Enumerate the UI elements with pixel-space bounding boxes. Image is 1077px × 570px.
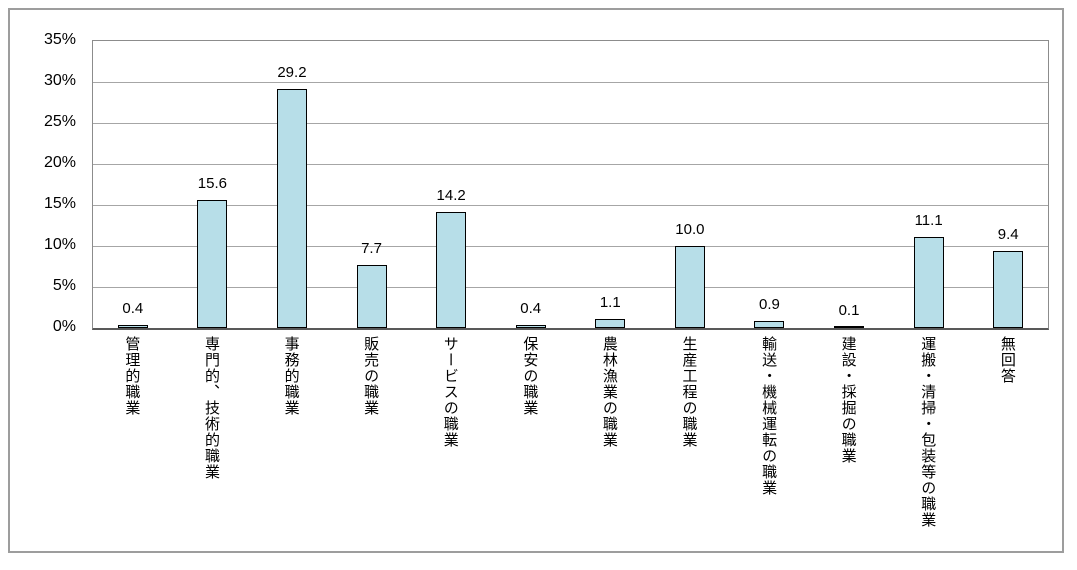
x-axis-label-slot: 運搬・清掃・包装等の職業 — [888, 336, 968, 561]
bar — [834, 326, 865, 328]
plot-area: 0.4 15.6 29.2 7.7 14.2 0.4 1.1 10.0 0.9 0.1 11.1 9.… — [92, 40, 1049, 330]
bar-value-label: 11.1 — [914, 212, 943, 229]
bar — [515, 325, 546, 328]
y-tick-label: 5% — [52, 277, 76, 294]
y-tick-label: 20% — [43, 154, 76, 171]
bar-value-label: 10.0 — [675, 221, 705, 238]
bar-value-label: 14.2 — [436, 187, 466, 204]
x-axis-label-slot: 管理的職業 — [92, 336, 172, 561]
bar-value-label: 0.4 — [520, 300, 542, 317]
gridline — [93, 82, 1048, 83]
bar — [674, 246, 705, 328]
bar-value-label: 29.2 — [277, 64, 307, 81]
x-axis-labels: 管理的職業 専門的、技術的職業 事務的職業 販売の職業 サービスの職業 保安の職業 農林漁業… — [92, 336, 1047, 561]
y-tick-label: 25% — [43, 113, 76, 130]
x-axis-label-slot: 生産工程の職業 — [649, 336, 729, 561]
gridline — [93, 246, 1048, 247]
x-axis-label: 販売の職業 — [362, 336, 380, 416]
x-axis-label-slot: 農林漁業の職業 — [570, 336, 650, 561]
x-axis-label-slot: 輸送・機械運転の職業 — [729, 336, 809, 561]
bar-value-label: 1.1 — [599, 294, 621, 311]
chart-frame: 0% 5% 10% 15% 20% 25% 30% 35% 0.4 15.6 29.2 7.7 14.… — [8, 8, 1064, 553]
gridline — [93, 123, 1048, 124]
bar — [356, 265, 387, 328]
bar-value-label: 0.1 — [838, 302, 860, 319]
x-axis-label: 無回答 — [998, 336, 1016, 384]
bar — [436, 212, 467, 328]
y-tick-label: 30% — [43, 72, 76, 89]
bar — [595, 319, 626, 328]
y-tick-label: 10% — [43, 236, 76, 253]
x-axis-label: 農林漁業の職業 — [600, 336, 618, 448]
bar-value-label: 7.7 — [361, 240, 382, 257]
x-axis-label-slot: 販売の職業 — [331, 336, 411, 561]
x-axis-label-slot: 保安の職業 — [490, 336, 570, 561]
x-axis-label-slot: 専門的、技術的職業 — [172, 336, 252, 561]
gridline — [93, 164, 1048, 165]
bar-value-label: 0.9 — [759, 296, 780, 313]
bar — [913, 237, 944, 328]
bar-value-label: 0.4 — [122, 300, 144, 317]
bar — [117, 325, 148, 328]
y-tick-label: 15% — [43, 195, 76, 212]
x-axis-label: 生産工程の職業 — [680, 336, 698, 448]
y-tick-label: 35% — [43, 31, 76, 48]
x-axis-label-slot: 建設・採掘の職業 — [808, 336, 888, 561]
x-axis-label: 輸送・機械運転の職業 — [760, 336, 778, 496]
x-axis-label: 建設・採掘の職業 — [839, 336, 857, 464]
y-tick-label: 0% — [52, 318, 76, 335]
x-axis-label-slot: 無回答 — [967, 336, 1047, 561]
x-axis-label-slot: サービスの職業 — [410, 336, 490, 561]
bar — [754, 321, 785, 328]
bar-value-label: 9.4 — [997, 226, 1019, 243]
bar — [197, 200, 228, 328]
bar — [993, 251, 1024, 328]
gridline — [93, 205, 1048, 206]
x-axis-label: 運搬・清掃・包装等の職業 — [919, 336, 937, 528]
bar — [276, 89, 307, 328]
gridline — [93, 287, 1048, 288]
bar-value-label: 15.6 — [197, 175, 227, 192]
x-axis-label: 管理的職業 — [123, 336, 141, 416]
x-axis-label-slot: 事務的職業 — [251, 336, 331, 561]
x-axis-label: 保安の職業 — [521, 336, 539, 416]
x-axis-label: 事務的職業 — [282, 336, 300, 416]
x-axis-label: 専門的、技術的職業 — [202, 336, 220, 480]
x-axis-label: サービスの職業 — [441, 336, 459, 448]
